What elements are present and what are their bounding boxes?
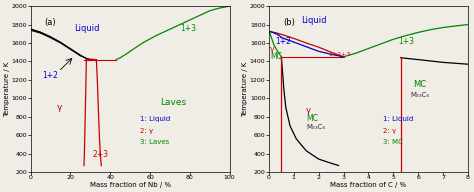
Text: MC: MC — [413, 80, 426, 89]
Y-axis label: Temperature / K: Temperature / K — [4, 61, 10, 117]
X-axis label: Mass fraction of C / %: Mass fraction of C / % — [330, 182, 407, 188]
Text: Laves: Laves — [160, 98, 186, 107]
X-axis label: Mass fraction of Nb / %: Mass fraction of Nb / % — [90, 182, 171, 188]
Text: M₂₃C₆: M₂₃C₆ — [410, 92, 430, 98]
Text: 1+2+3: 1+2+3 — [328, 52, 351, 57]
Text: MC: MC — [306, 114, 318, 123]
Text: 3: Laves: 3: Laves — [140, 140, 169, 146]
Text: γ: γ — [270, 45, 274, 54]
Text: γ: γ — [56, 103, 62, 112]
Text: Liquid: Liquid — [301, 16, 327, 25]
Text: 1+3: 1+3 — [180, 24, 196, 33]
Text: 1+2: 1+2 — [43, 71, 58, 80]
Text: 2: γ: 2: γ — [383, 127, 396, 133]
Text: 1+3: 1+3 — [398, 37, 414, 46]
Text: γ: γ — [306, 106, 311, 115]
Text: M₂₃C₆: M₂₃C₆ — [306, 124, 326, 130]
Text: 3: MC: 3: MC — [383, 140, 403, 146]
Text: (a): (a) — [45, 18, 56, 27]
Text: (b): (b) — [283, 18, 295, 27]
Text: MC: MC — [270, 52, 282, 61]
Text: 1+2: 1+2 — [275, 37, 291, 46]
Text: 2: γ: 2: γ — [140, 127, 153, 133]
Text: Liquid: Liquid — [74, 24, 100, 33]
Y-axis label: Temperature / K: Temperature / K — [242, 61, 248, 117]
Text: 1: Liquid: 1: Liquid — [383, 116, 414, 122]
Text: 1: Liquid: 1: Liquid — [140, 116, 170, 122]
Text: 2+3: 2+3 — [92, 150, 109, 159]
